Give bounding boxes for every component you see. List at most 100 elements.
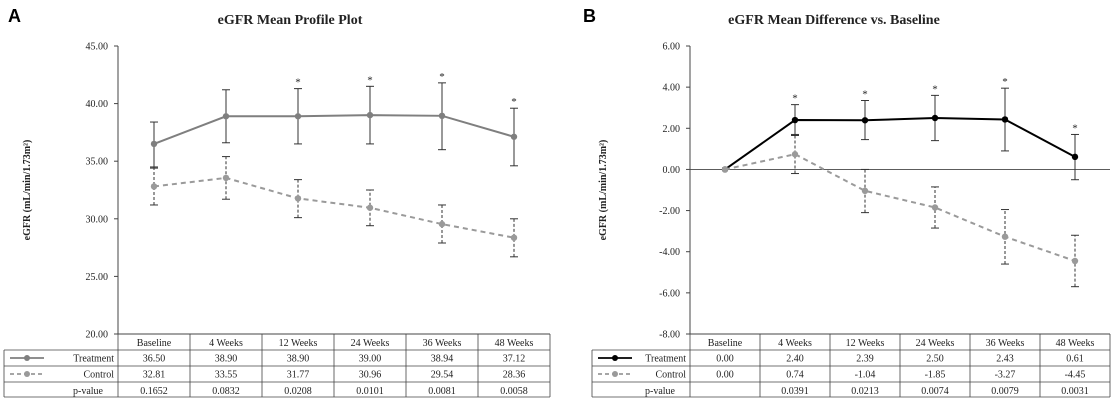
pvalue-row-label: p-value xyxy=(73,386,104,397)
data-point xyxy=(1071,153,1079,161)
y-tick-label: 35.00 xyxy=(86,157,109,168)
chart-title: eGFR Mean Profile Plot xyxy=(218,13,363,28)
table-cell-value: -3.27 xyxy=(995,370,1016,381)
legend-marker xyxy=(24,371,30,377)
panel-letter: A xyxy=(8,6,21,26)
y-tick-label: -4.00 xyxy=(659,247,680,258)
table-cell-value: 30.96 xyxy=(359,370,382,381)
data-point xyxy=(438,112,446,120)
table-cell-value: 2.39 xyxy=(856,354,874,365)
table-cell-value: 0.00 xyxy=(716,354,734,365)
data-point xyxy=(931,204,939,211)
table-cell-value: 32.81 xyxy=(143,370,166,381)
x-category-label: 36 Weeks xyxy=(423,338,462,349)
table-cell-value: 31.77 xyxy=(287,370,310,381)
y-tick-label: 25.00 xyxy=(86,272,109,283)
y-tick-label: 40.00 xyxy=(86,99,109,110)
y-tick-label: 20.00 xyxy=(86,330,109,341)
pvalue-cell: 0.1652 xyxy=(140,386,168,397)
table-cell-value: 0.00 xyxy=(716,370,734,381)
data-point xyxy=(931,114,939,122)
significance-star: * xyxy=(367,74,373,86)
significance-star: * xyxy=(511,96,517,108)
series-line-control xyxy=(724,153,1076,262)
table-cell-value: 28.36 xyxy=(503,370,526,381)
x-category-label: Baseline xyxy=(137,338,172,349)
y-tick-label: -6.00 xyxy=(659,288,680,299)
data-point xyxy=(222,113,230,120)
table-cell-value: -1.04 xyxy=(855,370,876,381)
pvalue-cell: 0.0391 xyxy=(781,386,809,397)
pvalue-cell: 0.0081 xyxy=(428,386,456,397)
significance-star: * xyxy=(295,77,301,89)
x-category-label: 4 Weeks xyxy=(209,338,243,349)
y-tick-label: -2.00 xyxy=(659,206,680,217)
x-category-label: 12 Weeks xyxy=(846,338,885,349)
significance-star: * xyxy=(1002,76,1008,88)
table-cell-value: 2.40 xyxy=(786,354,804,365)
table-cell-value: 37.12 xyxy=(503,354,526,365)
data-point xyxy=(150,183,158,190)
table-cell-value: 29.54 xyxy=(431,370,454,381)
table-cell-value: 36.50 xyxy=(143,354,166,365)
data-point xyxy=(222,174,230,182)
x-category-label: 12 Weeks xyxy=(279,338,318,349)
table-cell-value: 38.90 xyxy=(287,354,310,365)
data-point xyxy=(510,133,518,140)
significance-star: * xyxy=(862,89,868,101)
pvalue-cell: 0.0213 xyxy=(851,386,879,397)
significance-star: * xyxy=(439,71,445,83)
table-cell-value: 38.94 xyxy=(431,354,454,365)
data-point xyxy=(1071,257,1079,265)
data-point xyxy=(294,195,302,202)
table-cell-value: -4.45 xyxy=(1065,370,1086,381)
legend-label: Control xyxy=(655,370,686,381)
y-tick-label: 6.00 xyxy=(663,42,681,53)
y-tick-label: 4.00 xyxy=(663,83,681,94)
data-point xyxy=(150,140,158,148)
data-point xyxy=(791,116,799,124)
data-point xyxy=(366,204,374,211)
series-line-treatment xyxy=(153,114,515,145)
x-category-label: 48 Weeks xyxy=(495,338,534,349)
pvalue-cell: 0.0101 xyxy=(356,386,384,397)
x-category-label: 24 Weeks xyxy=(351,338,390,349)
legend-marker xyxy=(24,355,30,361)
legend-marker xyxy=(612,371,618,377)
table-cell-value: 33.55 xyxy=(215,370,238,381)
significance-star: * xyxy=(932,83,938,95)
legend-label: Treatment xyxy=(645,354,686,365)
series-line-control xyxy=(153,176,515,239)
pvalue-cell: 0.0074 xyxy=(921,386,949,397)
data-point xyxy=(438,220,446,228)
series-line-treatment xyxy=(724,116,1076,171)
data-point xyxy=(791,151,799,158)
x-category-label: 48 Weeks xyxy=(1056,338,1095,349)
chart-title: eGFR Mean Difference vs. Baseline xyxy=(728,13,940,28)
significance-star: * xyxy=(1072,122,1078,134)
data-point xyxy=(510,234,518,241)
pvalue-cell: 0.0058 xyxy=(500,386,528,397)
table-cell-value: 0.74 xyxy=(786,370,804,381)
data-point xyxy=(721,166,729,173)
x-category-label: 4 Weeks xyxy=(778,338,812,349)
data-point xyxy=(366,111,374,119)
data-point xyxy=(861,187,869,195)
y-axis-label: eGFR (mL/min/1.73m²) xyxy=(598,140,609,241)
legend-label: Treatment xyxy=(73,354,114,365)
y-tick-label: 30.00 xyxy=(86,214,109,225)
y-tick-label: 45.00 xyxy=(86,42,109,53)
data-point xyxy=(861,117,869,124)
legend-label: Control xyxy=(83,370,114,381)
pvalue-row-label: p-value xyxy=(645,386,676,397)
x-category-label: Baseline xyxy=(708,338,743,349)
data-point xyxy=(1001,233,1009,240)
table-cell-value: 39.00 xyxy=(359,354,382,365)
y-tick-label: 2.00 xyxy=(663,124,681,135)
data-point xyxy=(1001,116,1009,123)
table-cell-value: 0.61 xyxy=(1066,354,1084,365)
table-cell-value: 2.43 xyxy=(996,354,1014,365)
